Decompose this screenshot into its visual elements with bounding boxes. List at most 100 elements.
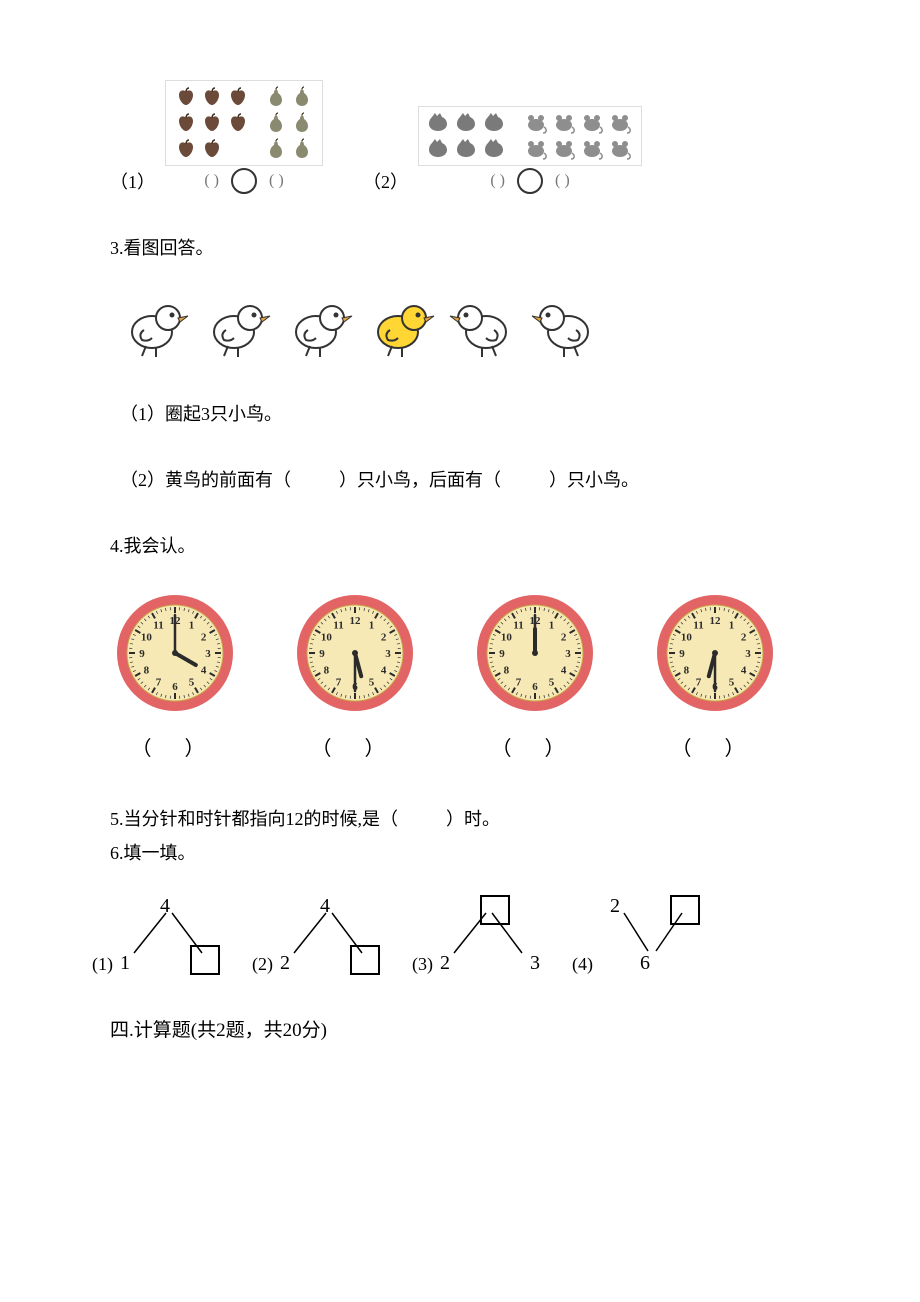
apple-icon [226,111,250,135]
bond-right: 6 [640,952,650,975]
q2-right: （2） ( ) ( ) [363,106,642,194]
cat-grid [427,111,509,161]
svg-text:10: 10 [501,632,512,644]
apple-icon [200,85,224,109]
bond-right [190,945,220,975]
apple-icon [200,137,224,161]
svg-text:11: 11 [513,619,523,631]
svg-text:1: 1 [729,619,735,631]
apple-icon [200,111,224,135]
clock-paren: （ ） [492,732,579,761]
q3-sub2-suffix: ）只小鸟。 [549,470,639,490]
svg-text:9: 9 [499,648,505,660]
pear-icon [264,111,288,135]
bond-right [350,945,380,975]
compare-circle [231,168,257,194]
bird-yellow-icon [366,290,436,360]
q2-row: （1） ( ) ( ) （2） [110,80,820,194]
bond-top: 4 [160,895,170,918]
svg-text:12: 12 [350,615,362,627]
apple-icon [174,85,198,109]
cat-icon [427,137,453,161]
pear-icon [290,111,314,135]
svg-text:2: 2 [561,632,567,644]
svg-text:10: 10 [141,632,153,644]
cat-icon [455,137,481,161]
number-bond: (2) 4 2 [270,895,390,975]
svg-text:1: 1 [189,619,195,631]
bond-top [670,895,700,925]
mouse-icon [523,111,549,135]
svg-text:2: 2 [381,632,387,644]
svg-text:3: 3 [745,648,751,660]
q2-right-box: ( ) ( ) [418,106,642,194]
bond-top [480,895,510,925]
svg-text:2: 2 [741,632,747,644]
mouse-grid [523,111,633,161]
mouse-icon [551,111,577,135]
number-bond: (3) 2 3 [430,895,550,975]
bird-icon [530,290,600,360]
svg-text:3: 3 [385,648,391,660]
clock-paren: （ ） [312,732,399,761]
svg-text:9: 9 [139,648,145,660]
mouse-icon [607,111,633,135]
mouse-icon [579,111,605,135]
svg-text:11: 11 [153,619,163,631]
q2-left-label: （1） [110,168,155,194]
svg-text:8: 8 [324,665,330,677]
bird-icon [202,290,272,360]
cat-icon [427,111,453,135]
pear-icon [290,137,314,161]
svg-text:8: 8 [684,665,690,677]
apple-icon [174,111,198,135]
paren-left2: ( ) [490,172,505,190]
svg-text:8: 8 [144,665,150,677]
q2-right-under: ( ) ( ) [418,168,642,194]
clock-paren: （ ） [132,732,219,761]
bond-left: 2 [440,952,450,975]
svg-text:4: 4 [201,665,207,677]
paren-right: ( ) [269,172,284,190]
svg-text:7: 7 [336,677,342,689]
cat-icon [483,111,509,135]
svg-text:1: 1 [369,619,375,631]
pear-icon [290,85,314,109]
svg-text:5: 5 [369,677,375,689]
bird-icon [120,290,190,360]
q3-sub2-mid: ）只小鸟，后面有（ [339,470,501,490]
svg-text:6: 6 [172,681,178,693]
number-bond: (4) 2 6 [590,895,710,975]
svg-text:7: 7 [516,677,522,689]
svg-text:9: 9 [679,648,685,660]
svg-text:5: 5 [549,677,555,689]
mouse-icon [607,137,633,161]
clock-item: 121234567891011 （ ） [650,588,780,761]
mouse-icon [579,137,605,161]
q5: 5.当分针和时针都指向12的时候,是（）时。 [110,805,820,831]
q4-title: 4.我会认。 [110,532,820,558]
q3-sub2: （2）黄鸟的前面有（）只小鸟，后面有（）只小鸟。 [120,466,820,492]
svg-text:5: 5 [189,677,195,689]
svg-text:10: 10 [321,632,333,644]
q6-title: 6.填一填。 [110,839,820,865]
clock-paren: （ ） [672,732,759,761]
clock-icon: 121234567891011 [650,588,780,718]
svg-text:11: 11 [693,619,703,631]
bond-left: 2 [280,952,290,975]
svg-text:3: 3 [205,648,211,660]
q3-sub1: （1）圈起3只小鸟。 [120,400,820,426]
bird-row [120,290,820,360]
pear-icon [264,137,288,161]
svg-text:12: 12 [710,615,722,627]
q5-prefix: 5.当分针和时针都指向12的时候,是（ [110,809,398,829]
bond-row: (1) 4 1 (2) 4 2 (3) 2 3 (4) [110,895,820,975]
svg-text:3: 3 [565,648,571,660]
svg-text:6: 6 [532,681,538,693]
svg-text:4: 4 [741,665,747,677]
pear-icon [264,85,288,109]
mouse-icon [523,137,549,161]
q2-right-label: （2） [363,168,408,194]
svg-text:9: 9 [319,648,325,660]
svg-text:4: 4 [561,665,567,677]
